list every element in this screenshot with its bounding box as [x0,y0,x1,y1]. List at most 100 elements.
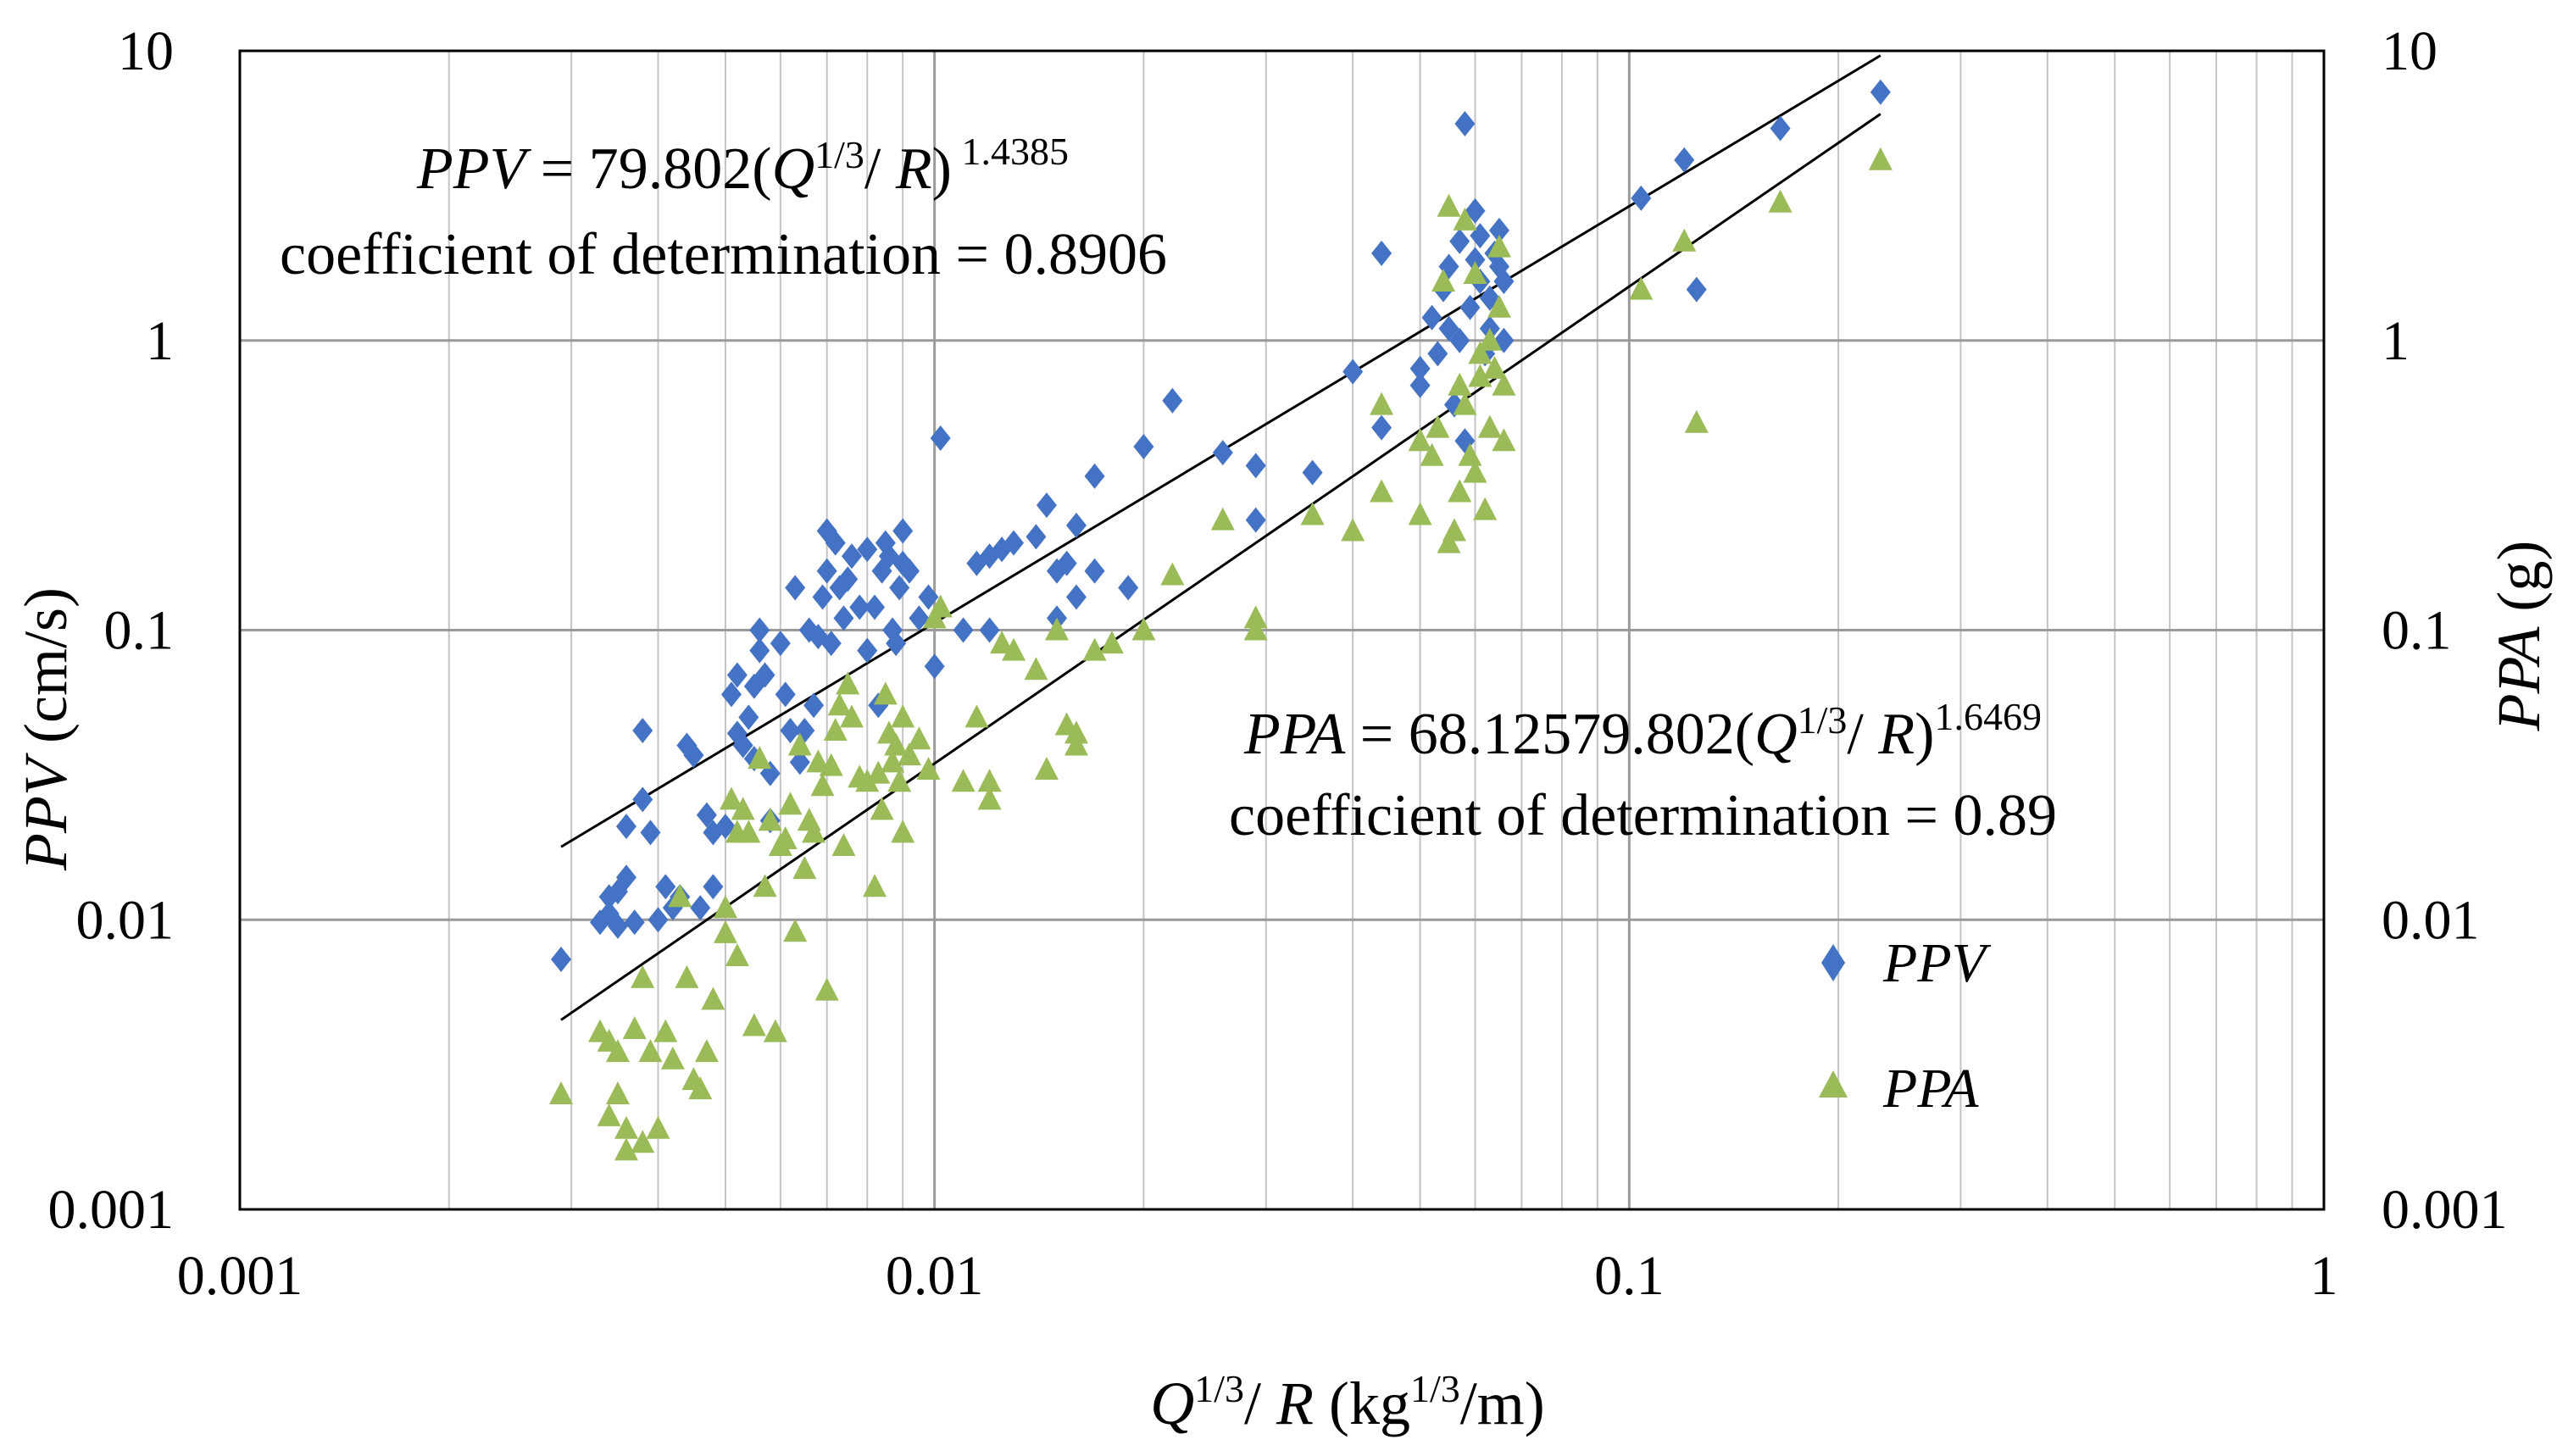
ppa-point [1408,502,1432,525]
ppv-point [1631,185,1652,211]
ppa-point [887,769,912,792]
ppa-point [873,681,898,705]
x-tick-label: 0.01 [886,1245,984,1307]
ppv-point [1212,440,1233,466]
ppa-point [1492,428,1516,452]
ppa-point [1243,605,1268,629]
ppv-point [615,814,636,840]
ppv-point [1371,414,1392,441]
ppa-point [622,1016,647,1040]
ppv-point [1409,372,1431,398]
ppa-point [1024,657,1048,681]
ppa-point [1448,479,1472,503]
y2-tick-label: 10 [2382,20,2437,82]
ppa-point [753,874,777,897]
ppa-point [839,704,864,728]
ppa-point [1768,189,1793,213]
ppa-point [660,1046,685,1070]
ppa-point [668,884,692,908]
ppa-point [1160,562,1185,586]
ppa-point [1420,442,1444,466]
ppa-point [806,749,831,773]
ppv-point [1162,387,1183,414]
legend-ppv-label: PPV [1882,932,1992,994]
ppv-point [1065,512,1087,538]
ppa-point [1463,260,1487,284]
ppv-point [909,605,930,631]
fit-line [560,113,1882,1021]
ppv-point [1036,492,1057,519]
gridlines [238,51,2324,1211]
ppa-point [1442,518,1466,542]
ppa-point [1300,502,1325,525]
ppa-point [891,820,915,843]
ppv-point [714,814,736,840]
ppa-point [1448,372,1472,396]
ppv-point [789,749,810,775]
ppa-point [1370,392,1394,415]
ppa-point [605,1039,630,1063]
ppa-point [977,769,1002,792]
ppv-point [918,584,939,610]
ppa-point [1408,428,1432,452]
ppv-point [1065,584,1087,610]
ppa-point [1468,364,1492,387]
ppv-point [720,681,742,708]
ppv-point [1245,453,1266,479]
ppv-point [1421,304,1442,331]
ppa-point [1082,637,1107,661]
legend-ppv-marker [1821,944,1845,981]
ppa-point [1210,507,1235,531]
ppv-point [655,874,676,900]
ppv-point [683,742,704,769]
y-tick-label: 10 [118,20,174,82]
ppa-point [916,757,941,781]
data-points [549,79,1893,1161]
ppv-point [833,605,854,631]
ppv-point [1449,228,1470,254]
ppa-point [951,769,976,792]
ppa-point [719,786,743,810]
ppv-point [857,536,878,563]
ppa-point [694,1039,719,1063]
ppa-point [802,820,826,843]
ppa-point [1463,459,1487,483]
ppa-point [1672,228,1697,252]
ppa-point [866,760,891,784]
ppv-point [640,820,661,846]
y-tick-label: 0.001 [48,1179,175,1241]
ppv-point [1409,355,1431,381]
ppa-point [1629,276,1654,300]
ppa-point [819,753,843,776]
ppa-point [1099,631,1124,654]
ppv-point [1342,358,1364,385]
ppv-point [732,732,753,759]
ppa-point [1426,414,1450,438]
ppa-point [653,1019,678,1042]
ppv-point [979,617,1000,643]
ppa-point [638,1039,663,1063]
ppa-point [646,1115,670,1139]
ppa-point [1431,268,1455,292]
ppa-point [736,820,761,843]
legend: PPV PPA [1819,932,1992,1120]
ppa-point [1477,327,1502,351]
ppv-point [696,802,717,828]
ppa-point [675,964,699,988]
ppv-point [1465,247,1486,273]
ppa-point [1437,530,1461,553]
ppa-r2: coefficient of determination = 0.89 [1229,783,2057,848]
ppa-point [731,797,755,820]
ppa-point [773,825,798,849]
ppa-point [1034,757,1059,781]
ppv-point [754,662,775,688]
ppv-point [1870,79,1891,105]
ppa-point [1477,414,1502,438]
ppv-point [624,909,645,936]
legend-ppa-label: PPA [1882,1058,1979,1120]
ppv-point [703,874,724,900]
ppa-point [1492,372,1516,396]
ppa-point [863,874,887,897]
legend-ppa-marker [1819,1070,1848,1098]
ppv-point [770,631,791,657]
